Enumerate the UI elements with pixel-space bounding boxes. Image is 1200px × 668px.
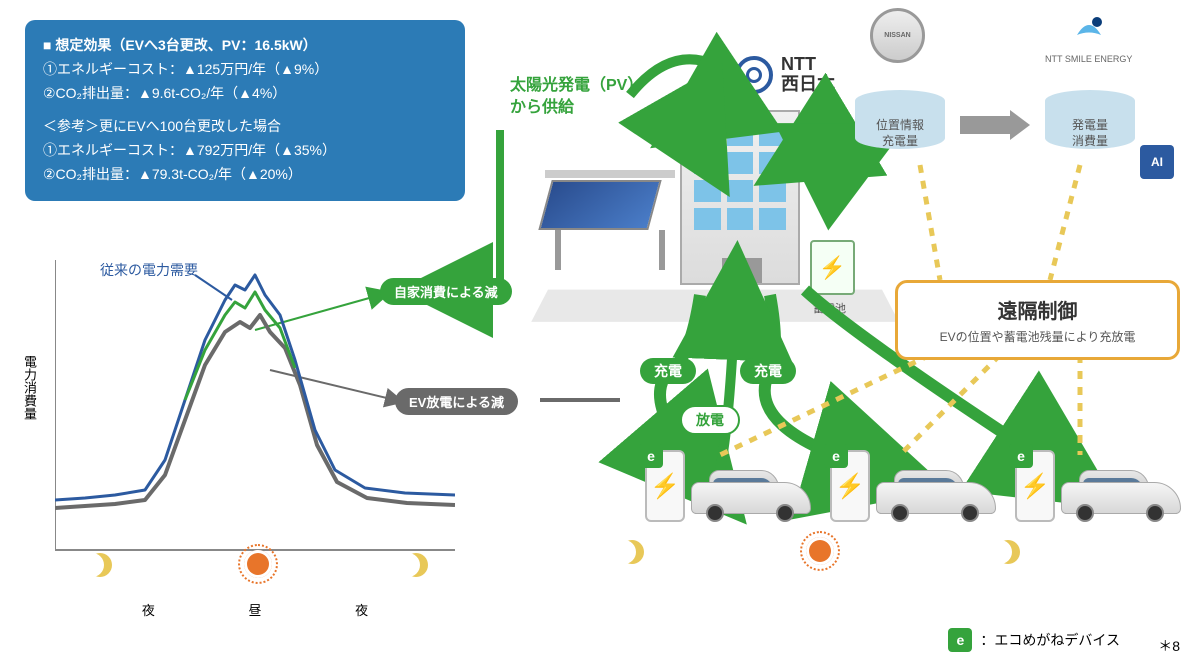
moon-icon <box>620 540 644 564</box>
nissan-logo: NISSAN <box>870 8 925 63</box>
bolt-icon: ⚡ <box>1020 472 1050 501</box>
moon-icon <box>88 553 112 577</box>
eco-legend-text: ：エコめがねデバイス <box>980 630 1120 650</box>
ev-car <box>876 472 996 522</box>
ev-car <box>691 472 811 522</box>
battery-label: 蓄電池 <box>813 300 846 316</box>
cloud-arrow <box>960 110 1030 140</box>
bolt-icon: ⚡ <box>819 255 846 281</box>
ai-chip-icon: AI <box>1140 145 1174 179</box>
bottom-time-icons <box>620 540 1020 564</box>
chart-xaxis-labels: 夜昼夜 <box>55 600 455 619</box>
ev-charger: e⚡ <box>645 450 685 522</box>
office-building <box>680 110 810 290</box>
eco-badge-icon: e <box>1009 444 1033 468</box>
remote-subtitle: EVの位置や蓄電池残量により充放電 <box>914 328 1161 345</box>
effect-line1: ①エネルギーコスト：▲125万円/年（▲9%） <box>43 58 447 82</box>
effect-ref2: ②CO₂排出量：▲79.3t-CO₂/年（▲20%） <box>43 163 447 187</box>
effect-box: ■ 想定効果（EVへ3台更改、PV：16.5kW） ①エネルギーコスト：▲125… <box>25 20 465 201</box>
ev-station-3: e⚡ <box>1015 450 1181 522</box>
sun-icon <box>247 553 269 575</box>
pv-supply-label: 太陽光発電（PV）から供給 <box>510 75 643 120</box>
ev-station-1: e⚡ <box>645 450 811 522</box>
effect-title: ■ 想定効果（EVへ3台更改、PV：16.5kW） <box>43 34 447 58</box>
ev-station-2: e⚡ <box>830 450 996 522</box>
chart-time-icons <box>88 553 428 577</box>
bolt-icon: ⚡ <box>650 472 680 501</box>
ev-charger: e⚡ <box>830 450 870 522</box>
moon-icon <box>404 553 428 577</box>
ntt-west-logo: NTT西日本 <box>735 55 835 95</box>
label-charge-2: 充電 <box>740 358 796 384</box>
cloud-data-generation: 発電量消費量 <box>1045 90 1135 160</box>
eco-legend: e ：エコめがねデバイス <box>948 628 1120 652</box>
bolt-icon: ⚡ <box>835 472 865 501</box>
cloud-data-location: 位置情報充電量 <box>855 90 945 160</box>
ntt-smile-logo: NTT SMILE ENERGY <box>1045 10 1132 64</box>
effect-line2: ②CO₂排出量：▲9.6t-CO₂/年（▲4%） <box>43 82 447 106</box>
power-chart <box>55 250 455 570</box>
sun-icon <box>809 540 831 562</box>
eco-badge-icon: e <box>948 628 972 652</box>
footnote: ＊8 <box>1158 636 1180 656</box>
effect-ref-title: ＜参考＞更にEVへ100台更改した場合 <box>43 115 447 139</box>
label-discharge: 放電 <box>680 405 740 435</box>
solar-panel <box>545 170 675 260</box>
remote-control-box: 遠隔制御 EVの位置や蓄電池残量により充放電 <box>895 280 1180 360</box>
ntt-logo-icon <box>735 56 773 94</box>
moon-icon <box>996 540 1020 564</box>
storage-battery: ⚡ <box>810 240 855 295</box>
remote-title: 遠隔制御 <box>914 295 1161 324</box>
label-charge-1: 充電 <box>640 358 696 384</box>
ntt-logo-text: NTT西日本 <box>781 55 835 95</box>
chart-yaxis-label: 電力消費量 <box>20 355 39 420</box>
eco-badge-icon: e <box>639 444 663 468</box>
ev-charger: e⚡ <box>1015 450 1055 522</box>
ev-car <box>1061 472 1181 522</box>
effect-ref1: ①エネルギーコスト：▲792万円/年（▲35%） <box>43 139 447 163</box>
eco-badge-icon: e <box>824 444 848 468</box>
